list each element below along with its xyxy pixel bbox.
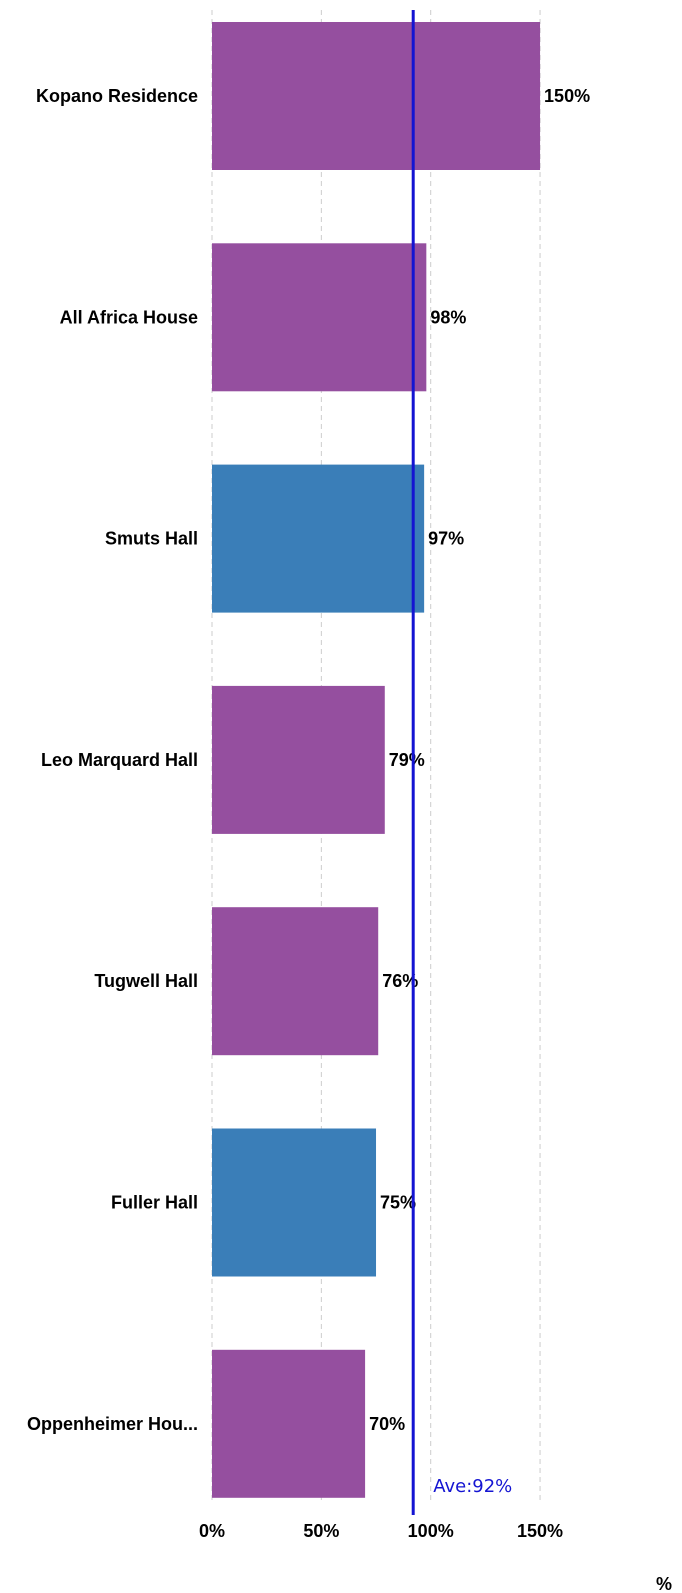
bar-6 — [212, 1349, 366, 1498]
x-tick-label-2: 100% — [408, 1521, 454, 1541]
bar-5 — [212, 1128, 377, 1277]
category-label-0: Kopano Residence — [36, 86, 198, 106]
category-label-5: Fuller Hall — [111, 1193, 198, 1213]
bars — [212, 22, 541, 1498]
category-label-3: Leo Marquard Hall — [41, 750, 198, 770]
bar-0 — [212, 22, 541, 170]
bar-1 — [212, 243, 427, 392]
category-labels: Kopano Residence All Africa House Smuts Ha… — [27, 86, 198, 1434]
value-label-1: 98% — [430, 307, 466, 327]
x-tick-labels: 0% 50% 100% 150% — [199, 1521, 563, 1541]
category-label-6: Oppenheimer Hou... — [27, 1414, 198, 1434]
value-label-3: 79% — [389, 750, 425, 770]
average-line-group: Ave:92% — [411, 10, 512, 1515]
average-label: Ave:92% — [433, 1476, 512, 1497]
value-label-0: 150% — [544, 86, 590, 106]
category-label-1: All Africa House — [60, 307, 198, 327]
bar-2 — [212, 464, 425, 613]
value-label-6: 70% — [369, 1414, 405, 1434]
x-axis-unit-label: % — [656, 1574, 672, 1593]
bar-4 — [212, 907, 379, 1056]
value-labels: 150% 98% 97% 79% 76% 75% 70% — [369, 86, 590, 1434]
value-label-2: 97% — [428, 529, 464, 549]
x-tick-label-1: 50% — [303, 1521, 339, 1541]
bar-3 — [212, 685, 385, 834]
x-tick-label-3: 150% — [517, 1521, 563, 1541]
value-label-4: 76% — [382, 971, 418, 991]
category-label-4: Tugwell Hall — [94, 971, 198, 991]
category-label-2: Smuts Hall — [105, 529, 198, 549]
value-label-5: 75% — [380, 1193, 416, 1213]
x-tick-label-0: 0% — [199, 1521, 225, 1541]
